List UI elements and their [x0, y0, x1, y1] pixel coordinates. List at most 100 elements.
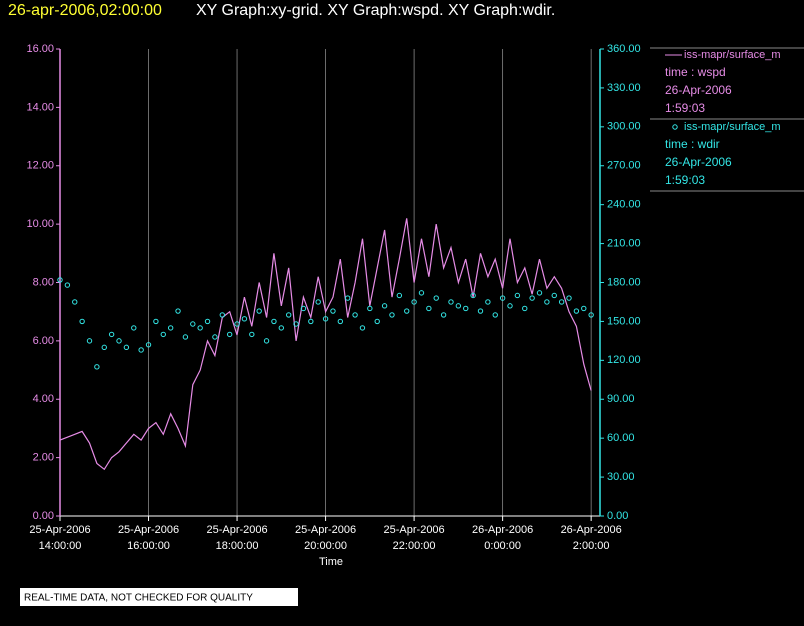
y2-tick-label: 60.00: [607, 432, 635, 444]
wdir-point: [463, 305, 469, 312]
x-tick-label: 14:00:00: [39, 540, 82, 552]
legend-info: 26-Apr-2006: [665, 155, 732, 169]
legend-info: 1:59:03: [665, 173, 705, 187]
wdir-point: [212, 334, 218, 340]
legend-info: time : wdir: [665, 137, 720, 151]
wdir-point: [123, 344, 130, 351]
wdir-point: [315, 299, 321, 305]
wdir-point: [249, 331, 255, 338]
wdir-point: [226, 331, 233, 338]
wdir-point: [72, 299, 78, 305]
y2-tick-label: 330.00: [607, 82, 641, 94]
x-tick-label: 2:00:00: [573, 540, 610, 552]
legend-info: 26-Apr-2006: [665, 83, 732, 97]
wdir-point: [285, 312, 292, 318]
wdir-point: [308, 318, 314, 325]
x-tick-label: 16:00:00: [127, 540, 170, 552]
wdir-point: [499, 295, 506, 301]
wdir-point: [359, 325, 366, 331]
x-tick-label: 0:00:00: [484, 540, 521, 552]
wdir-point: [558, 299, 565, 305]
x-axis-label: Time: [319, 556, 343, 568]
wdir-point: [551, 292, 557, 299]
wdir-point: [204, 318, 211, 325]
wdir-point: [389, 312, 395, 318]
wdir-point: [374, 318, 380, 325]
wdir-point: [522, 305, 528, 312]
x-tick-label: 22:00:00: [393, 540, 436, 552]
y2-tick-label: 180.00: [607, 276, 641, 288]
y2-tick-label: 120.00: [607, 354, 641, 366]
footer-note: REAL-TIME DATA, NOT CHECKED FOR QUALITY: [24, 593, 253, 604]
y2-tick-label: 0.00: [607, 510, 628, 522]
legend-info: time : wspd: [665, 65, 726, 79]
wdir-point: [175, 308, 181, 314]
wdir-point: [271, 318, 277, 325]
wdir-point: [566, 295, 572, 301]
x-tick-label: 26-Apr-2006: [472, 524, 533, 536]
wdir-point: [411, 299, 417, 305]
wdir-point: [381, 303, 388, 309]
y-tick-label: 12.00: [26, 160, 54, 172]
y2-tick-label: 270.00: [607, 160, 641, 172]
wdir-point: [219, 312, 225, 318]
wdir-point: [352, 312, 358, 318]
y-tick-label: 2.00: [33, 452, 54, 464]
y2-tick-label: 90.00: [607, 393, 635, 405]
wdir-point: [263, 338, 270, 344]
wdir-point: [278, 325, 285, 331]
y2-tick-label: 240.00: [607, 199, 641, 211]
legend-name: iss-mapr/surface_m: [684, 121, 781, 133]
x-tick-label: 20:00:00: [304, 540, 347, 552]
y2-tick-label: 360.00: [607, 43, 641, 55]
y-tick-label: 0.00: [33, 510, 54, 522]
legend-name: iss-mapr/surface_m: [684, 49, 781, 61]
x-tick-label: 25-Apr-2006: [206, 524, 267, 536]
wdir-point: [485, 299, 491, 305]
y2-tick-label: 30.00: [607, 471, 635, 483]
wdir-point: [337, 318, 344, 325]
wdir-point: [448, 299, 454, 305]
wdir-point: [167, 325, 174, 331]
y-tick-label: 4.00: [33, 393, 54, 405]
wdir-point: [86, 338, 93, 344]
wdir-point: [256, 308, 262, 314]
wdir-point: [131, 325, 137, 331]
header-time: 26-apr-2006,02:00:00: [8, 2, 162, 19]
x-tick-label: 26-Apr-2006: [561, 524, 622, 536]
legend-info: 1:59:03: [665, 101, 705, 115]
x-tick-label: 25-Apr-2006: [384, 524, 445, 536]
x-tick-label: 25-Apr-2006: [118, 524, 179, 536]
y2-tick-label: 210.00: [607, 237, 641, 249]
wdir-point: [197, 325, 203, 331]
legend-swatch: [672, 124, 678, 130]
y2-tick-label: 150.00: [607, 315, 641, 327]
wdir-point: [138, 347, 144, 353]
y-tick-label: 16.00: [26, 43, 54, 55]
wdir-point: [101, 344, 107, 351]
wdir-point: [153, 318, 159, 325]
wdir-point: [234, 321, 240, 327]
wdir-point: [433, 295, 439, 301]
wdir-point: [57, 277, 63, 283]
y2-tick-label: 300.00: [607, 121, 641, 133]
wdir-point: [145, 342, 152, 348]
wdir-point: [116, 338, 122, 344]
wdir-point: [507, 303, 513, 309]
y-tick-label: 8.00: [33, 276, 54, 288]
wdir-point: [470, 292, 476, 299]
wdir-point: [418, 290, 425, 296]
wdir-point: [536, 290, 543, 296]
x-tick-label: 18:00:00: [216, 540, 259, 552]
wdir-point: [182, 334, 189, 340]
y-tick-label: 14.00: [26, 101, 54, 113]
wdir-point: [300, 305, 307, 312]
wdir-point: [108, 331, 115, 338]
x-tick-label: 25-Apr-2006: [29, 524, 90, 536]
wdir-point: [345, 295, 351, 301]
wdir-point: [160, 331, 166, 338]
wdir-point: [588, 312, 594, 318]
